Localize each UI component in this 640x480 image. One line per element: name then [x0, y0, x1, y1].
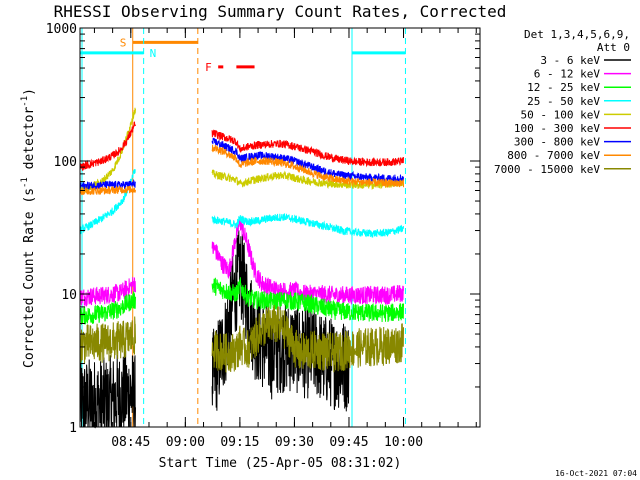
series-trace [79, 121, 404, 171]
y-axis-label-part2: detector [22, 107, 37, 178]
series-trace [79, 144, 404, 196]
x-axis-label: Start Time (25-Apr-05 08:31:02) [159, 456, 402, 471]
series-7000-15000-kev [79, 304, 404, 373]
x-axis: 08:45 09:00 09:15 09:30 09:45 10:00 [93, 28, 477, 450]
legend-header-line: Att 0 [597, 41, 630, 54]
series-300-800-kev [79, 137, 404, 191]
x-tick-label: 10:00 [384, 435, 423, 450]
footer-timestamp: 16-Oct-2021 07:04 [555, 469, 637, 478]
series-trace [79, 169, 404, 238]
series-trace [79, 304, 404, 373]
legend-entry-label: 7000 - 15000 keV [494, 163, 600, 176]
y-axis: 1 10 100 1000 [46, 22, 480, 436]
series-800-7000-kev [79, 144, 404, 196]
legend-entry-label: 25 - 50 keV [527, 95, 600, 108]
y-axis-label-part3: ) [22, 88, 37, 96]
flare-label: F [205, 61, 212, 74]
y-tick-label: 10 [61, 288, 77, 303]
series-6-12-kev [79, 216, 404, 307]
x-tick-label: 09:00 [166, 435, 205, 450]
series-12-25-kev [79, 277, 404, 326]
night-label: N [150, 47, 157, 60]
series-trace [79, 137, 404, 191]
y-tick-label: 1 [69, 421, 77, 436]
x-tick-label: 08:45 [111, 435, 150, 450]
legend-entry-label: 6 - 12 keV [534, 68, 601, 81]
legend-entry-label: 300 - 800 keV [514, 136, 600, 149]
x-tick-label: 09:45 [329, 435, 368, 450]
y-axis-label: Corrected Count Rate (s-1 detector-1) [20, 88, 37, 368]
legend-entry-label: 12 - 25 keV [527, 81, 600, 94]
y-axis-label-sup1: -1 [20, 177, 30, 188]
series-trace [79, 216, 404, 307]
y-axis-label-part1: Corrected Count Rate (s [22, 188, 37, 368]
legend-entry-label: 50 - 100 keV [521, 108, 601, 121]
plot-area: S N F [79, 28, 406, 429]
x-tick-label: 09:15 [220, 435, 259, 450]
legend-entry-label: 3 - 6 keV [540, 54, 600, 67]
saa-label: S [120, 36, 127, 49]
series-3-6-kev [79, 230, 350, 429]
legend-entry-label: 800 - 7000 keV [507, 149, 600, 162]
x-tick-label: 09:30 [275, 435, 314, 450]
series-trace [79, 230, 350, 429]
legend-entry-label: 100 - 300 keV [514, 122, 600, 135]
y-tick-label: 100 [54, 155, 77, 170]
chart-title: RHESSI Observing Summary Count Rates, Co… [54, 2, 507, 21]
y-tick-label: 1000 [46, 22, 77, 37]
series-25-50-kev [79, 169, 404, 238]
legend-header-line: Det 1,3,4,5,6,9, [524, 28, 630, 41]
y-axis-label-sup2: -1 [20, 96, 30, 107]
series-100-300-kev [79, 121, 404, 171]
series-trace [79, 277, 404, 326]
plot-frame [79, 27, 481, 428]
